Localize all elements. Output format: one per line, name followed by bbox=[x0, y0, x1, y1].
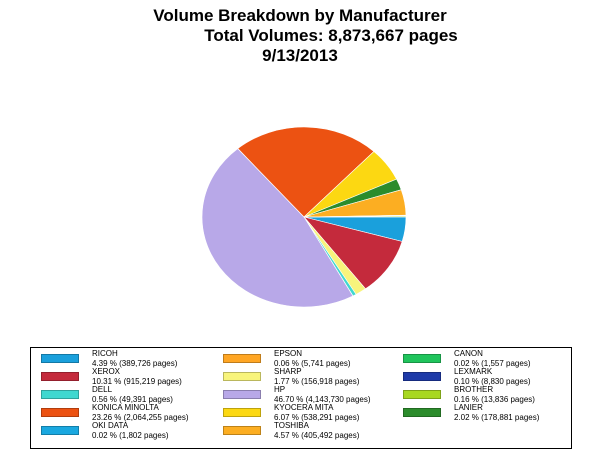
legend-label: TOSHIBA bbox=[274, 421, 309, 430]
legend-label: SHARP bbox=[274, 367, 302, 376]
legend-item-lanier: LANIER 2.02 % (178,881 pages) bbox=[397, 403, 567, 423]
legend-item-toshiba: TOSHIBA 4.57 % (405,492 pages) bbox=[217, 421, 387, 441]
legend-label: RICOH bbox=[92, 349, 118, 358]
legend-swatch bbox=[223, 426, 261, 435]
legend-value: 1.77 % (156,918 pages) bbox=[274, 377, 360, 386]
legend-item-hp: HP 46.70 % (4,143,730 pages) bbox=[217, 385, 387, 405]
legend-item-xerox: XEROX 10.31 % (915,219 pages) bbox=[35, 367, 205, 387]
legend-item-ricoh: RICOH 4.39 % (389,726 pages) bbox=[35, 349, 205, 369]
legend-label: DELL bbox=[92, 385, 113, 394]
legend-value: 0.02 % (1,557 pages) bbox=[454, 359, 531, 368]
legend-swatch bbox=[41, 372, 79, 381]
legend-swatch bbox=[41, 426, 79, 435]
legend-label: XEROX bbox=[92, 367, 121, 376]
legend-item-sharp: SHARP 1.77 % (156,918 pages) bbox=[217, 367, 387, 387]
legend-value: 46.70 % (4,143,730 pages) bbox=[274, 395, 371, 404]
legend-label: LEXMARK bbox=[454, 367, 493, 376]
legend-label: HP bbox=[274, 385, 286, 394]
pie-slice-hp bbox=[201, 148, 354, 308]
legend-value: 0.16 % (13,836 pages) bbox=[454, 395, 535, 404]
chart-title-block: Volume Breakdown by Manufacturer Total V… bbox=[0, 6, 600, 66]
legend-swatch bbox=[223, 390, 261, 399]
legend-swatch bbox=[403, 408, 441, 417]
legend-label: OKI DATA bbox=[92, 421, 129, 430]
legend-value: 4.57 % (405,492 pages) bbox=[274, 431, 360, 440]
legend-value: 10.31 % (915,219 pages) bbox=[92, 377, 182, 386]
legend-item-canon: CANON 0.02 % (1,557 pages) bbox=[397, 349, 567, 369]
chart-title: Volume Breakdown by Manufacturer bbox=[153, 6, 447, 25]
legend-swatch bbox=[41, 408, 79, 417]
legend-value: 0.10 % (8,830 pages) bbox=[454, 377, 531, 386]
legend-swatch bbox=[223, 354, 261, 363]
legend-swatch bbox=[403, 390, 441, 399]
legend-value: 0.02 % (1,802 pages) bbox=[92, 431, 169, 440]
chart-legend: RICOH 4.39 % (389,726 pages) XEROX 10.31 % … bbox=[30, 347, 572, 449]
legend-label: EPSON bbox=[274, 349, 303, 358]
legend-item-oki-data: OKI DATA 0.02 % (1,802 pages) bbox=[35, 421, 205, 441]
legend-label: LANIER bbox=[454, 403, 483, 412]
legend-swatch bbox=[223, 372, 261, 381]
legend-swatch bbox=[41, 354, 79, 363]
legend-value: 4.39 % (389,726 pages) bbox=[92, 359, 178, 368]
legend-value: 0.06 % (5,741 pages) bbox=[274, 359, 351, 368]
legend-label: KONICA MINOLTA bbox=[92, 403, 159, 412]
legend-value: 0.56 % (49,391 pages) bbox=[92, 395, 173, 404]
legend-value: 23.26 % (2,064,255 pages) bbox=[92, 413, 189, 422]
legend-item-lexmark: LEXMARK 0.10 % (8,830 pages) bbox=[397, 367, 567, 387]
legend-value: 2.02 % (178,881 pages) bbox=[454, 413, 540, 422]
legend-item-kyocera-mita: KYOCERA MITA 6.07 % (538,291 pages) bbox=[217, 403, 387, 423]
legend-swatch bbox=[41, 390, 79, 399]
legend-label: CANON bbox=[454, 349, 483, 358]
legend-swatch bbox=[403, 354, 441, 363]
legend-item-epson: EPSON 0.06 % (5,741 pages) bbox=[217, 349, 387, 369]
chart-date: 9/13/2013 bbox=[262, 46, 338, 65]
chart-subtitle: Total Volumes: 8,873,667 pages bbox=[204, 26, 458, 45]
legend-value: 6.07 % (538,291 pages) bbox=[274, 413, 360, 422]
pie-chart bbox=[201, 126, 407, 308]
legend-swatch bbox=[223, 408, 261, 417]
legend-label: BROTHER bbox=[454, 385, 494, 394]
legend-label: KYOCERA MITA bbox=[274, 403, 334, 412]
legend-swatch bbox=[403, 372, 441, 381]
legend-item-konica-minolta: KONICA MINOLTA 23.26 % (2,064,255 pages) bbox=[35, 403, 205, 423]
legend-item-dell: DELL 0.56 % (49,391 pages) bbox=[35, 385, 205, 405]
pie-slice-konica-minolta bbox=[237, 126, 375, 218]
legend-item-brother: BROTHER 0.16 % (13,836 pages) bbox=[397, 385, 567, 405]
